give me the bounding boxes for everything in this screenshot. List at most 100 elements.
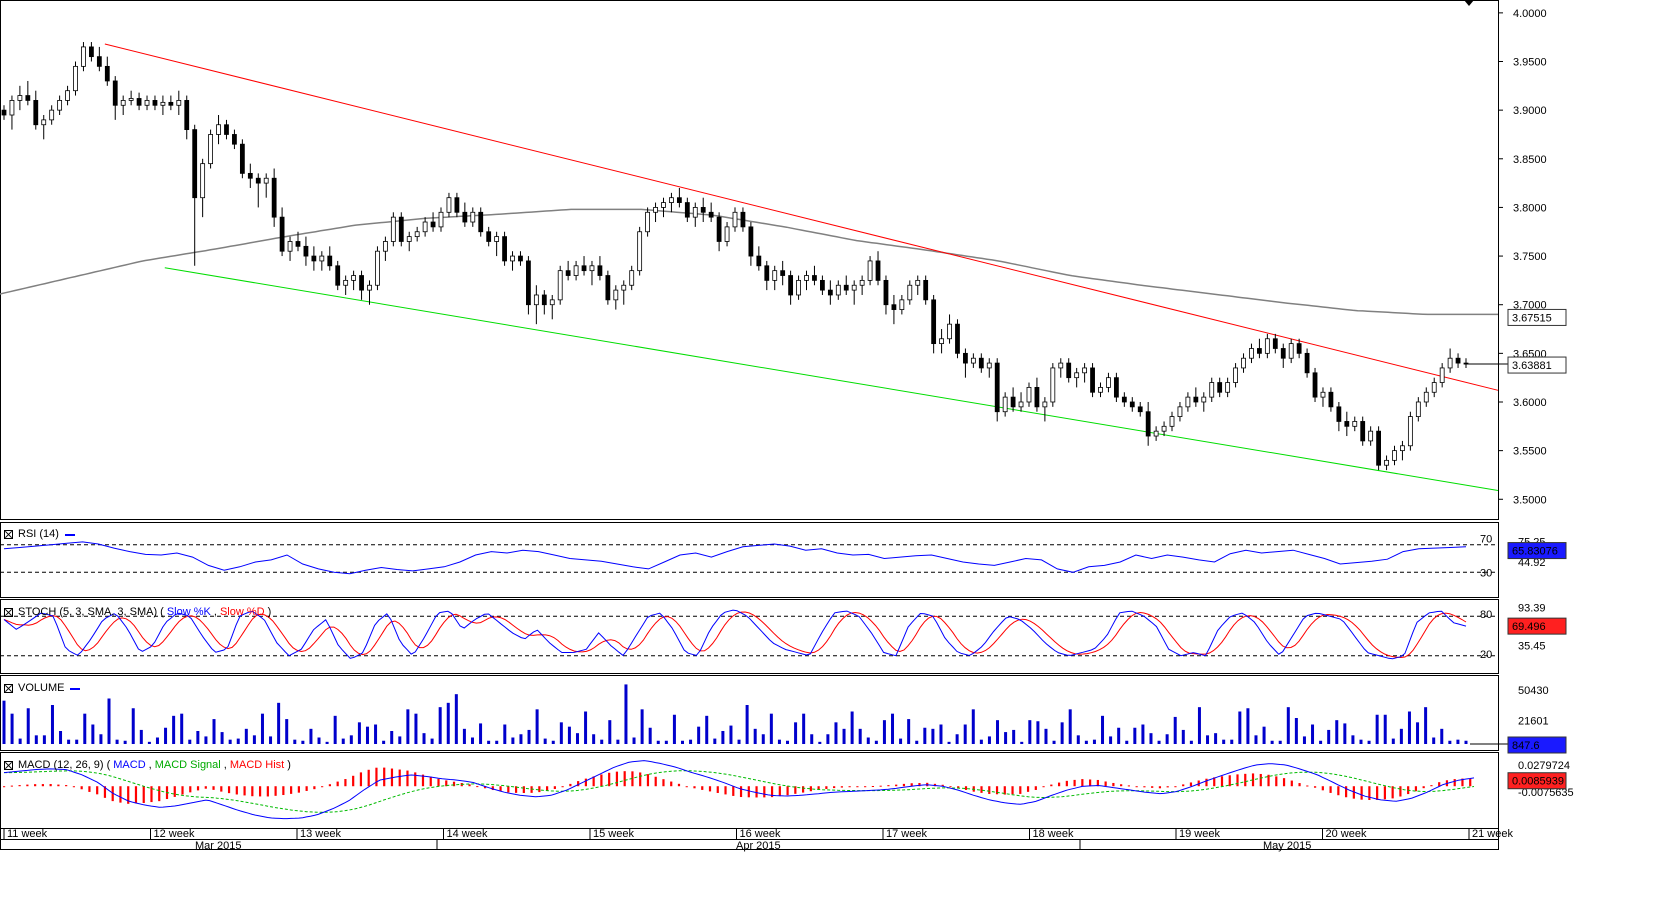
volume-bar [196,731,200,744]
candle-body [1455,357,1461,364]
candle-body [232,134,237,145]
macd-hist-bar [608,772,611,787]
macd-hist-bar [1189,782,1193,787]
macd-line [3,760,1475,820]
volume-bar [697,726,701,744]
macd-hist-bar [80,786,83,790]
macd-hist-bar [414,772,417,787]
macd-legend[interactable]: MACD (12, 26, 9) (MACD, MACD Signal, MAC… [4,759,291,772]
candle-body [17,95,23,101]
candle-body [1296,343,1302,354]
close-volume-icon[interactable] [4,684,13,693]
candle-body [756,255,762,267]
rsi-legend[interactable]: RSI (14) [4,528,75,541]
volume-legend[interactable]: VOLUME [4,682,81,695]
candle-body [1368,430,1374,442]
macd-hist-bar [96,786,99,795]
macd-hist-bar [437,778,440,787]
macd-hist-bar [352,775,355,787]
volume-bar [244,728,248,744]
volume-bar [180,713,184,744]
macd-hist-bar [445,780,448,787]
macd-hist-bar [1306,785,1309,787]
volume-bar [1375,714,1379,744]
macd-hist-bar [173,786,176,797]
candle-body [1145,411,1151,437]
macd-hist-bar [1011,786,1014,795]
candle-body [1066,362,1072,379]
close-macd-icon[interactable] [4,761,13,770]
volume-bar [1407,711,1411,744]
candle-body [581,265,587,272]
week-label: 11 week [7,828,48,840]
candle-body [1392,450,1397,461]
volume-bar [503,724,507,744]
macd-hist-bar [290,786,293,794]
volume-bar [753,728,757,744]
volume-bar [1440,728,1444,744]
macd-hist-bar [801,786,805,793]
candle-body [192,129,198,199]
close-stoch-icon[interactable] [4,608,13,617]
macd-hist-bar [383,767,386,787]
volume-bar [737,739,741,744]
rsi-mid-tick-label: 44.92 [1518,557,1546,569]
macd-hist-bar [88,786,91,792]
macd-hist-bar [1414,786,1418,792]
candle-body [271,177,277,218]
volume-bar [680,740,684,744]
month-label: Mar 2015 [195,840,241,852]
volume-bar [18,738,22,744]
volume-tick-label: 21601 [1518,716,1549,728]
volume-bar [1149,733,1153,744]
volume-bar [390,731,394,744]
macd-hist-bar [65,785,68,787]
pane-border-1 [0,522,1499,598]
candle-body [565,270,571,276]
macd-hist-bar [677,783,681,787]
volume-bar [996,720,1000,744]
candle-body [287,241,293,252]
candle-body [724,226,730,242]
candle-body [263,177,269,184]
candle-body [128,98,134,101]
macd-hist-bar [871,786,875,788]
volume-bar [1141,724,1145,744]
macd-hist-bar [26,784,29,787]
macd-hist-bar [258,786,262,797]
macd-hist-bar [1267,774,1270,787]
macd-hist-bar [1321,786,1324,791]
volume-bar [786,740,790,744]
volume-bar [1222,739,1226,744]
candle-body [1137,406,1143,413]
volume-bar [1101,715,1105,744]
volume-bar [891,713,895,744]
volume-bar [317,737,321,744]
candle-body [907,284,913,301]
candle-body [915,279,921,286]
macd-hist-bar [10,785,13,787]
macd-hist-bar [530,786,533,793]
candle-body [104,65,110,82]
macd-hist-bar [794,786,797,794]
macd-hist-bar [398,769,401,787]
rsi-line-swatch-icon [64,533,75,536]
candle-body [653,207,658,213]
candle-body [494,236,500,242]
close-rsi-icon[interactable] [4,530,13,539]
volume-bar [1157,740,1161,744]
volume-bar [1173,716,1177,744]
macd-hist-bar [282,786,285,796]
candle-body [406,236,412,242]
macd-hist-bar [235,786,238,795]
macd-hist-bar [1244,773,1247,787]
candle-body [1082,367,1088,374]
volume-bar [882,720,886,744]
candle-body [1264,338,1270,354]
macd-hist-bar [514,786,518,793]
macd-hist-bar [895,784,898,787]
candle-body [1407,416,1413,447]
last-price-tag: 3.63881 [1512,360,1552,372]
stoch-legend[interactable]: STOCH (5, 3, SMA, 3, SMA) (Slow %K, Slow… [4,606,271,619]
ma-200-line [0,208,1498,316]
